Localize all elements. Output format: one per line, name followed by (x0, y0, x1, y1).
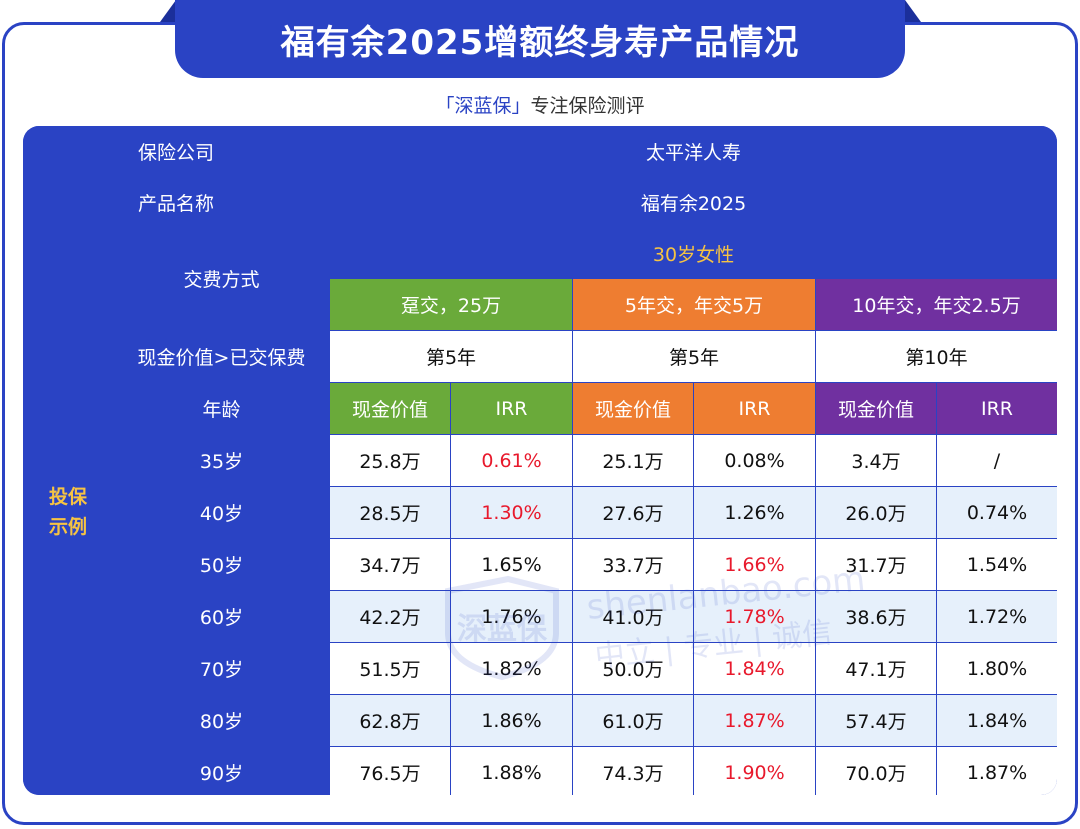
insurance-example-label: 投保 示例 (23, 228, 113, 795)
irr-cell: 1.72% (937, 591, 1057, 642)
col-irr-2: IRR (694, 383, 815, 434)
col-cash-value-3: 现金价值 (816, 383, 936, 434)
age-cell: 80岁 (114, 695, 329, 746)
side-label-line2: 示例 (48, 515, 87, 538)
age-label: 年龄 (114, 383, 329, 434)
subtitle-text: 专注保险测评 (530, 95, 645, 117)
cash-value-cell: 25.1万 (573, 435, 693, 486)
cash-value-cell: 42.2万 (330, 591, 450, 642)
cash-value-cell: 28.5万 (330, 487, 450, 538)
irr-cell: 1.54% (937, 539, 1057, 590)
irr-cell: 0.08% (694, 435, 815, 486)
company-label: 保险公司 (23, 126, 329, 176)
irr-cell: 1.30% (451, 487, 572, 538)
age-cell: 70岁 (114, 643, 329, 694)
cash-value-cell: 41.0万 (573, 591, 693, 642)
title-tab-ear-left (160, 0, 176, 22)
cash-value-cell: 3.4万 (816, 435, 936, 486)
col-irr-1: IRR (451, 383, 572, 434)
cash-value-cell: 47.1万 (816, 643, 936, 694)
age-cell: 50岁 (114, 539, 329, 590)
col-cash-value-1: 现金价值 (330, 383, 450, 434)
col-cash-value-2: 现金价值 (573, 383, 693, 434)
irr-cell: 0.61% (451, 435, 572, 486)
irr-cell: 1.88% (451, 747, 572, 795)
breakeven-5-year: 第5年 (573, 331, 815, 382)
insured-person: 30岁女性 (330, 228, 1057, 278)
cash-value-cell: 57.4万 (816, 695, 936, 746)
irr-cell: / (937, 435, 1057, 486)
cash-value-cell: 74.3万 (573, 747, 693, 795)
irr-cell: 1.82% (451, 643, 572, 694)
irr-cell: 1.84% (937, 695, 1057, 746)
col-irr-3: IRR (937, 383, 1057, 434)
irr-cell: 1.65% (451, 539, 572, 590)
irr-cell: 1.78% (694, 591, 815, 642)
cash-value-cell: 70.0万 (816, 747, 936, 795)
cash-value-cell: 50.0万 (573, 643, 693, 694)
subtitle: 「深蓝保」专注保险测评 (0, 91, 1080, 119)
product-label: 产品名称 (23, 177, 329, 227)
irr-cell: 0.74% (937, 487, 1057, 538)
company-value: 太平洋人寿 (330, 126, 1057, 176)
cash-value-cell: 51.5万 (330, 643, 450, 694)
breakeven-label: 现金价值>已交保费 (114, 331, 329, 382)
cash-value-cell: 31.7万 (816, 539, 936, 590)
cash-value-cell: 33.7万 (573, 539, 693, 590)
cash-value-cell: 38.6万 (816, 591, 936, 642)
irr-cell: 1.90% (694, 747, 815, 795)
side-label-line1: 投保 (48, 485, 87, 508)
payment-method-label: 交费方式 (114, 228, 329, 330)
breakeven-lump-sum: 第5年 (330, 331, 572, 382)
product-table: 保险公司 太平洋人寿 产品名称 福有余2025 投保 示例 交费方式 30岁女性… (23, 126, 1057, 795)
age-cell: 35岁 (114, 435, 329, 486)
plan-5-year: 5年交，年交5万 (573, 279, 815, 330)
page-title: 福有余2025增额终身寿产品情况 (175, 0, 905, 78)
subtitle-brand: 「深蓝保」 (435, 95, 531, 117)
irr-cell: 1.87% (937, 747, 1057, 795)
age-cell: 90岁 (114, 747, 329, 795)
cash-value-cell: 27.6万 (573, 487, 693, 538)
irr-cell: 1.26% (694, 487, 815, 538)
irr-cell: 1.80% (937, 643, 1057, 694)
cash-value-cell: 76.5万 (330, 747, 450, 795)
title-tab-ear-right (905, 0, 921, 22)
cash-value-cell: 62.8万 (330, 695, 450, 746)
irr-cell: 1.87% (694, 695, 815, 746)
age-cell: 40岁 (114, 487, 329, 538)
cash-value-cell: 61.0万 (573, 695, 693, 746)
irr-cell: 1.84% (694, 643, 815, 694)
cash-value-cell: 26.0万 (816, 487, 936, 538)
age-cell: 60岁 (114, 591, 329, 642)
irr-cell: 1.66% (694, 539, 815, 590)
irr-cell: 1.76% (451, 591, 572, 642)
cash-value-cell: 34.7万 (330, 539, 450, 590)
irr-cell: 1.86% (451, 695, 572, 746)
cash-value-cell: 25.8万 (330, 435, 450, 486)
plan-lump-sum: 趸交，25万 (330, 279, 572, 330)
product-value: 福有余2025 (330, 177, 1057, 227)
plan-10-year: 10年交，年交2.5万 (816, 279, 1057, 330)
breakeven-10-year: 第10年 (816, 331, 1057, 382)
